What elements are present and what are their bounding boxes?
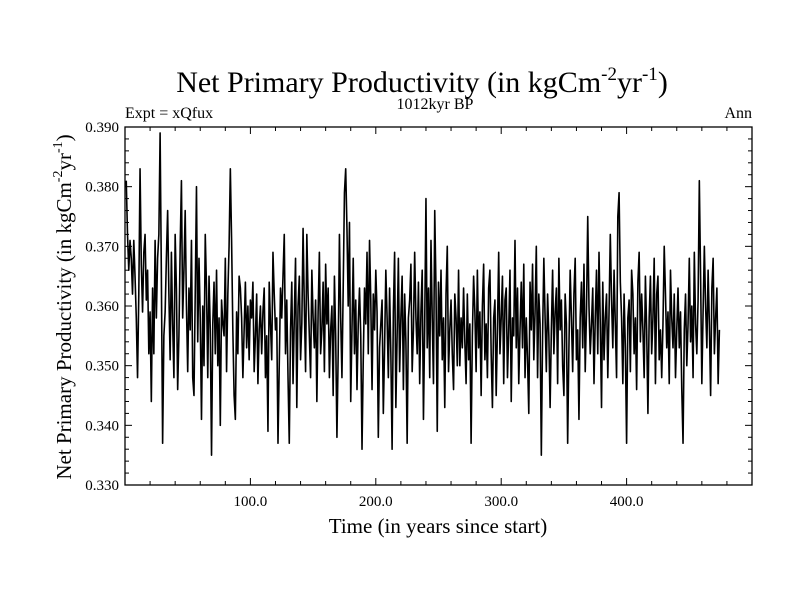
chart-title-sup2: -1 <box>642 64 658 85</box>
y-axis-label-suffix: ) <box>52 134 76 141</box>
chart-title-mid: yr <box>617 66 642 99</box>
experiment-label: Expt = xQfux <box>125 105 213 122</box>
y-axis-label-sup1: -2 <box>51 171 66 183</box>
x-tick-label: 100.0 <box>234 494 268 510</box>
x-axis-label: Time (in years since start) <box>329 514 548 538</box>
x-tick-label: 400.0 <box>610 494 644 510</box>
y-tick-label: 0.350 <box>85 359 119 375</box>
y-tick-label: 0.370 <box>85 239 119 255</box>
chart-title-prefix: Net Primary Productivity (in kgCm <box>176 66 601 99</box>
x-tick-label: 300.0 <box>484 494 518 510</box>
x-tick-label: 200.0 <box>359 494 393 510</box>
y-tick-label: 0.330 <box>85 478 119 494</box>
y-axis-label: Net Primary Productivity (in kgCm-2yr-1) <box>51 134 76 479</box>
chart-title-sup1: -2 <box>601 64 617 85</box>
chart-title: Net Primary Productivity (in kgCm-2yr-1) <box>176 64 668 99</box>
y-tick-label: 0.360 <box>85 299 119 315</box>
chart-title-suffix: ) <box>658 66 668 99</box>
y-tick-label: 0.340 <box>85 418 119 434</box>
y-tick-label: 0.390 <box>85 120 119 136</box>
y-axis-label-mid: yr <box>52 153 76 171</box>
plot-area: 100.0 200.0 300.0 400.0 0.330 0.340 0.350 0.360… <box>85 120 753 510</box>
period-label: 1012kyr BP <box>397 96 474 113</box>
y-axis-label-sup2: -1 <box>51 141 66 153</box>
season-label: Ann <box>724 105 752 122</box>
y-tick-label: 0.380 <box>85 180 119 196</box>
series-line-0 <box>125 132 721 456</box>
y-axis-label-prefix: Net Primary Productivity (in kgCm <box>52 182 76 479</box>
